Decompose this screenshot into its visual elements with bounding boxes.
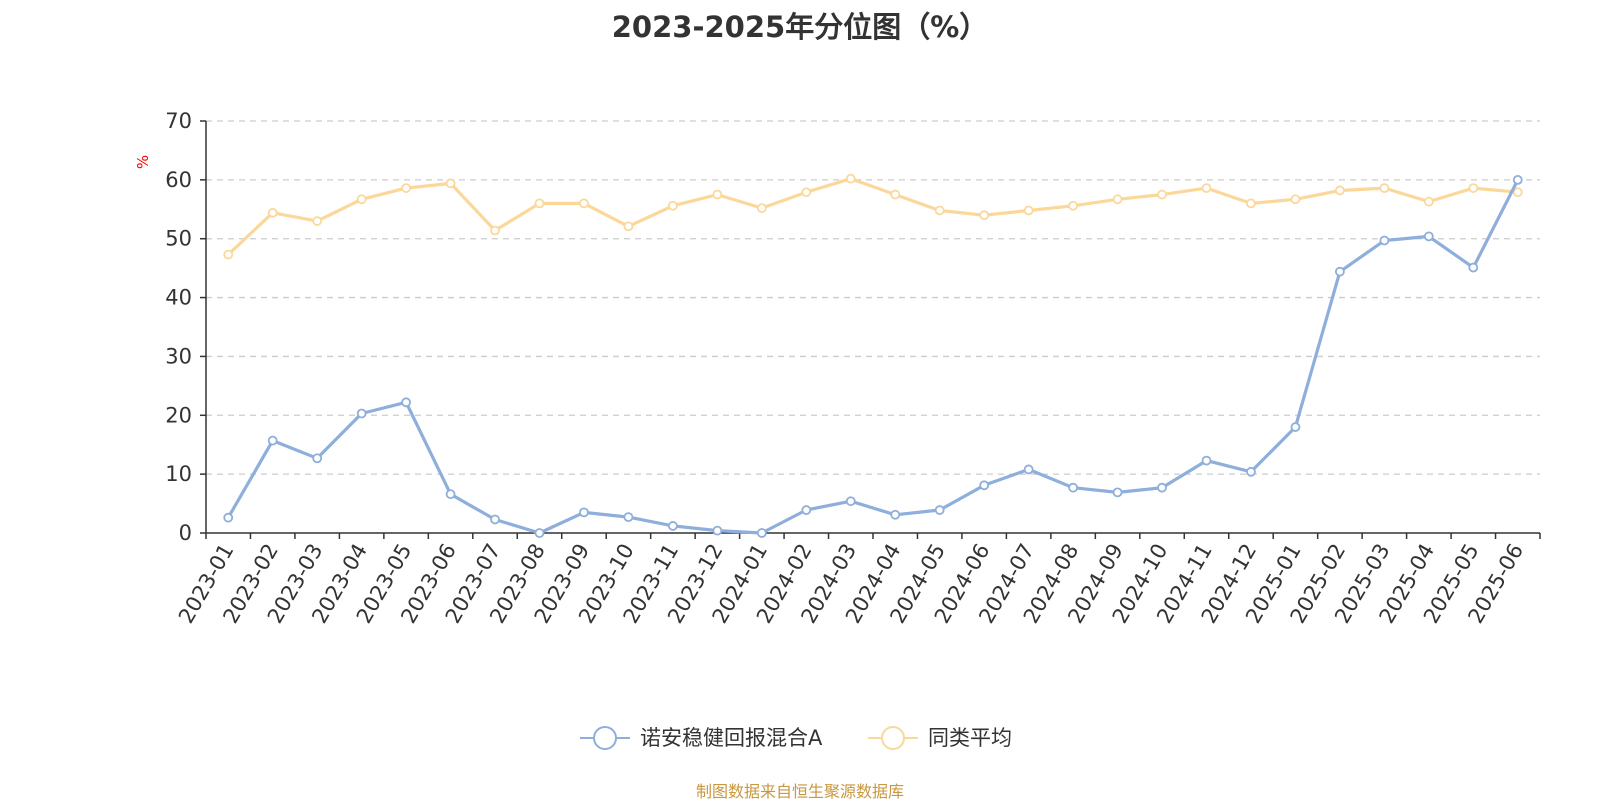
y-tick-label: 20 [165, 403, 192, 427]
y-tick-label: 30 [165, 344, 192, 368]
series-line [226, 179, 1520, 535]
legend-marker [593, 726, 617, 750]
data-point[interactable] [890, 189, 901, 200]
y-tick-label: 50 [165, 227, 192, 251]
data-point[interactable] [979, 480, 990, 491]
data-point[interactable] [712, 189, 723, 200]
data-point[interactable] [756, 203, 767, 214]
data-point[interactable] [1290, 422, 1301, 432]
data-point[interactable] [1423, 196, 1434, 207]
chart-title: 2023-2025年分位图（%） [611, 10, 989, 44]
data-point[interactable] [623, 221, 634, 232]
data-point[interactable] [579, 198, 589, 209]
series-layer [223, 173, 1523, 538]
y-tick-label: 60 [165, 168, 192, 192]
legend-label: 同类平均 [928, 726, 1012, 750]
data-point[interactable] [979, 210, 990, 221]
y-tick-label: 40 [165, 286, 192, 310]
legend[interactable]: 诺安稳健回报混合A 同类平均 [580, 726, 1012, 750]
data-point[interactable] [668, 200, 678, 211]
data-point[interactable] [623, 512, 634, 523]
data-point[interactable] [1512, 174, 1523, 185]
data-point[interactable] [490, 225, 500, 236]
axes [200, 120, 1541, 539]
data-point[interactable] [1468, 262, 1479, 273]
data-point[interactable] [267, 435, 278, 446]
data-point[interactable] [1112, 194, 1123, 205]
data-point[interactable] [1157, 189, 1167, 200]
data-point[interactable] [1068, 482, 1078, 493]
data-point[interactable] [1157, 482, 1167, 493]
data-point[interactable] [445, 178, 456, 189]
data-point[interactable] [1023, 464, 1034, 475]
data-point[interactable] [801, 505, 812, 515]
data-point[interactable] [934, 205, 945, 216]
data-point[interactable] [1423, 231, 1434, 242]
y-axis-label: % [134, 155, 152, 169]
data-point[interactable] [845, 496, 856, 507]
data-point[interactable] [1246, 198, 1256, 209]
y-axis-tick-labels: 0 10 20 30 40 50 60 70 [165, 109, 192, 545]
data-point[interactable] [356, 194, 367, 205]
data-point[interactable] [1023, 205, 1034, 216]
data-point[interactable] [1335, 185, 1345, 196]
data-point[interactable] [445, 489, 456, 500]
data-point[interactable] [312, 216, 323, 226]
data-point[interactable] [1512, 187, 1523, 198]
legend-label: 诺安稳健回报混合A [640, 726, 823, 750]
y-tick-label: 0 [179, 521, 192, 545]
data-point[interactable] [579, 507, 589, 518]
legend-item[interactable]: 同类平均 [868, 726, 1012, 750]
y-tick-label: 10 [165, 462, 192, 486]
data-point[interactable] [934, 505, 945, 515]
data-point[interactable] [267, 207, 278, 218]
data-point[interactable] [1379, 235, 1390, 246]
data-point[interactable] [223, 512, 234, 523]
data-point[interactable] [1379, 183, 1390, 193]
x-axis-tick-labels: 2023-012023-022023-032023-042023-052023-… [174, 539, 1528, 627]
data-point[interactable] [223, 249, 234, 260]
data-point[interactable] [1112, 487, 1123, 498]
data-point[interactable] [534, 198, 545, 209]
data-point[interactable] [890, 509, 901, 520]
data-point[interactable] [356, 408, 367, 419]
source-note: 制图数据来自恒生聚源数据库 [695, 782, 904, 801]
grid-lines [206, 120, 1540, 475]
data-point[interactable] [490, 514, 500, 525]
data-point[interactable] [1201, 455, 1212, 466]
data-point[interactable] [668, 521, 678, 531]
data-point[interactable] [401, 183, 412, 193]
data-point[interactable] [312, 453, 323, 464]
data-point[interactable] [1468, 183, 1479, 193]
data-point[interactable] [1068, 200, 1078, 211]
data-point[interactable] [801, 187, 812, 198]
data-point[interactable] [1201, 183, 1212, 193]
y-tick-label: 70 [165, 109, 192, 133]
data-point[interactable] [756, 528, 767, 538]
data-point[interactable] [1335, 266, 1345, 277]
series-line [227, 177, 1518, 256]
data-point[interactable] [845, 173, 856, 184]
data-point[interactable] [534, 528, 545, 538]
data-point[interactable] [712, 525, 723, 536]
data-point[interactable] [1246, 466, 1256, 477]
legend-item[interactable]: 诺安稳健回报混合A [580, 726, 823, 750]
series-0 [223, 174, 1523, 538]
data-point[interactable] [401, 397, 412, 408]
data-point[interactable] [1290, 194, 1301, 205]
series-1 [223, 173, 1523, 260]
legend-marker [881, 726, 905, 750]
